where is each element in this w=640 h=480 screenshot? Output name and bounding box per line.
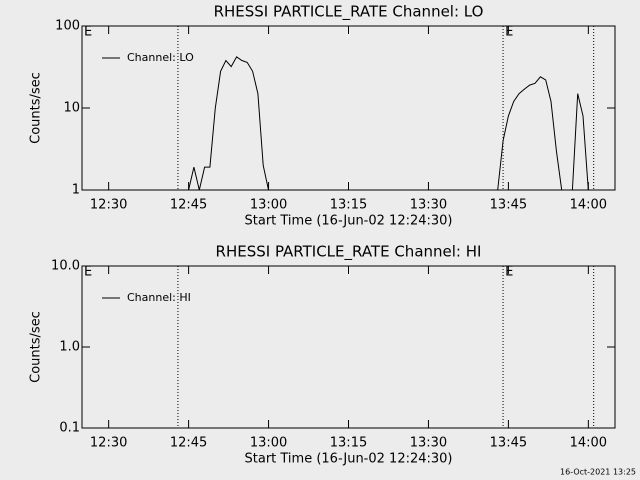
x-tick-label: 13:45 xyxy=(490,436,527,451)
annotation: E xyxy=(84,25,92,40)
annotation: E xyxy=(505,25,513,40)
x-axis-label: Start Time (16-Jun-02 12:24:30) xyxy=(245,214,453,229)
x-tick-label: 13:15 xyxy=(330,436,367,451)
y-tick-label: 1 xyxy=(72,183,80,198)
legend-label: Channel: HI xyxy=(127,291,191,304)
x-tick-label: 13:45 xyxy=(490,198,527,213)
legend-label: Channel: LO xyxy=(127,51,194,64)
x-tick-label: 13:30 xyxy=(410,198,447,213)
chart-title: RHESSI PARTICLE_RATE Channel: HI xyxy=(216,243,482,262)
y-axis-label: Counts/sec xyxy=(29,72,44,144)
data-line xyxy=(188,56,589,191)
x-tick-label: 12:30 xyxy=(90,198,127,213)
y-tick-label: 1.0 xyxy=(59,340,80,355)
annotation: E xyxy=(505,265,513,280)
x-tick-label: 13:30 xyxy=(410,436,447,451)
x-axis-label: Start Time (16-Jun-02 12:24:30) xyxy=(245,452,453,467)
x-tick-label: 13:15 xyxy=(330,198,367,213)
x-tick-label: 14:00 xyxy=(570,198,607,213)
y-tick-label: 0.1 xyxy=(59,421,80,436)
chart-title: RHESSI PARTICLE_RATE Channel: LO xyxy=(214,3,484,22)
annotation: E xyxy=(84,265,92,280)
y-tick-label: 10 xyxy=(63,101,80,116)
x-tick-label: 13:00 xyxy=(250,198,287,213)
y-tick-label: 10.0 xyxy=(51,259,80,274)
x-tick-label: 14:00 xyxy=(570,436,607,451)
x-tick-label: 13:00 xyxy=(250,436,287,451)
x-tick-label: 12:45 xyxy=(170,436,207,451)
x-tick-label: 12:30 xyxy=(90,436,127,451)
y-tick-label: 100 xyxy=(55,19,80,34)
y-axis-label: Counts/sec xyxy=(29,311,44,383)
footer: 16-Oct-2021 13:25 xyxy=(560,468,636,477)
x-tick-label: 12:45 xyxy=(170,198,207,213)
